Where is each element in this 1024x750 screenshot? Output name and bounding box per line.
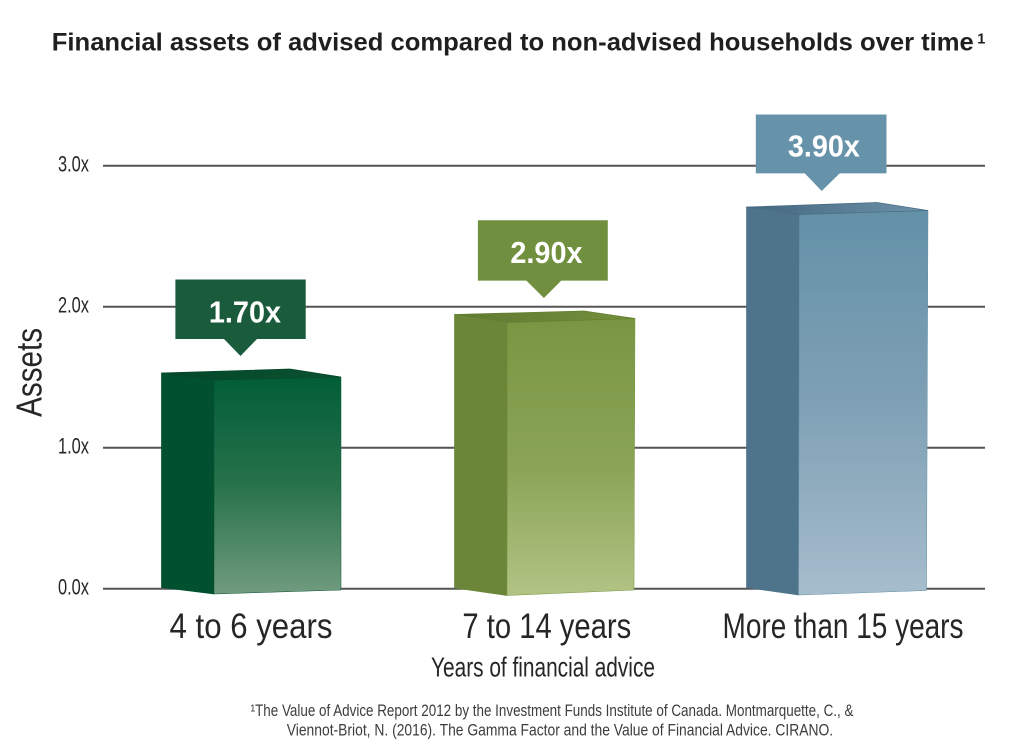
svg-text:Years of financial advice: Years of financial advice <box>431 653 655 684</box>
svg-text:Assets: Assets <box>9 328 49 417</box>
svg-text:2.90x: 2.90x <box>510 236 582 270</box>
svg-text:2.0x: 2.0x <box>58 293 89 318</box>
svg-text:More than 15 years: More than 15 years <box>723 606 964 646</box>
svg-text:3.0x: 3.0x <box>58 152 89 177</box>
svg-text:4 to 6 years: 4 to 6 years <box>170 607 333 646</box>
svg-text:3.90x: 3.90x <box>788 130 860 164</box>
svg-text:1.70x: 1.70x <box>209 296 281 330</box>
svg-text:1: 1 <box>977 32 985 48</box>
svg-text:¹The Value of Advice Report 20: ¹The Value of Advice Report 2012 by the … <box>251 702 854 721</box>
svg-text:1.0x: 1.0x <box>58 434 89 459</box>
svg-text:Viennot-Briot, N. (2016). The: Viennot-Briot, N. (2016). The Gamma Fact… <box>287 721 833 740</box>
svg-text:7 to 14 years: 7 to 14 years <box>462 607 631 646</box>
svg-text:Financial assets of advised co: Financial assets of advised compared to … <box>52 29 974 57</box>
svg-text:0.0x: 0.0x <box>58 575 89 600</box>
